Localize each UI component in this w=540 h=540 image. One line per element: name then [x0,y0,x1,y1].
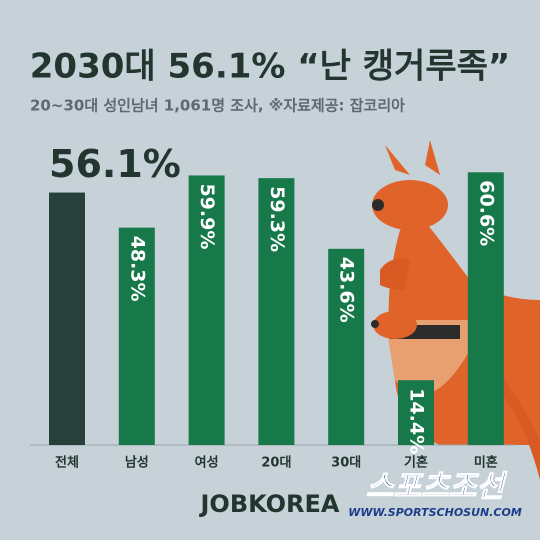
source-url: WWW.SPORTSCHOSUN.COM [348,506,522,519]
bar [188,175,225,445]
x-tick-label: 30대 [331,456,361,471]
bar [118,227,155,445]
value-label: 43.6% [336,257,358,323]
bar [49,192,85,445]
x-tick-label: 전체 [55,455,79,471]
x-tick-label: 기혼 [404,455,428,471]
source-logo: 스포츠조선 [366,470,507,505]
value-label: 60.6% [475,180,497,246]
bar [467,172,504,446]
bar [328,248,365,445]
x-tick-label: 미혼 [474,455,498,471]
chart-subtitle: 20~30대 성인남녀 1,061명 조사, ※자료제공: 잡코리아 [30,97,405,115]
value-label: 48.3% [126,236,148,302]
bar [258,178,295,445]
chart-title: 2030대 56.1% “난 캥거루족” [30,47,510,87]
value-label: 14.4% [406,388,428,454]
x-tick-label: 20대 [261,456,291,471]
value-label: 56.1% [49,142,181,186]
x-tick-label: 남성 [125,455,149,471]
value-label: 59.3% [266,186,288,252]
x-tick-label: 여성 [195,455,219,471]
bar [398,380,434,445]
value-label: 59.9% [196,183,218,249]
brand-logo: JOBKOREA [199,490,340,518]
